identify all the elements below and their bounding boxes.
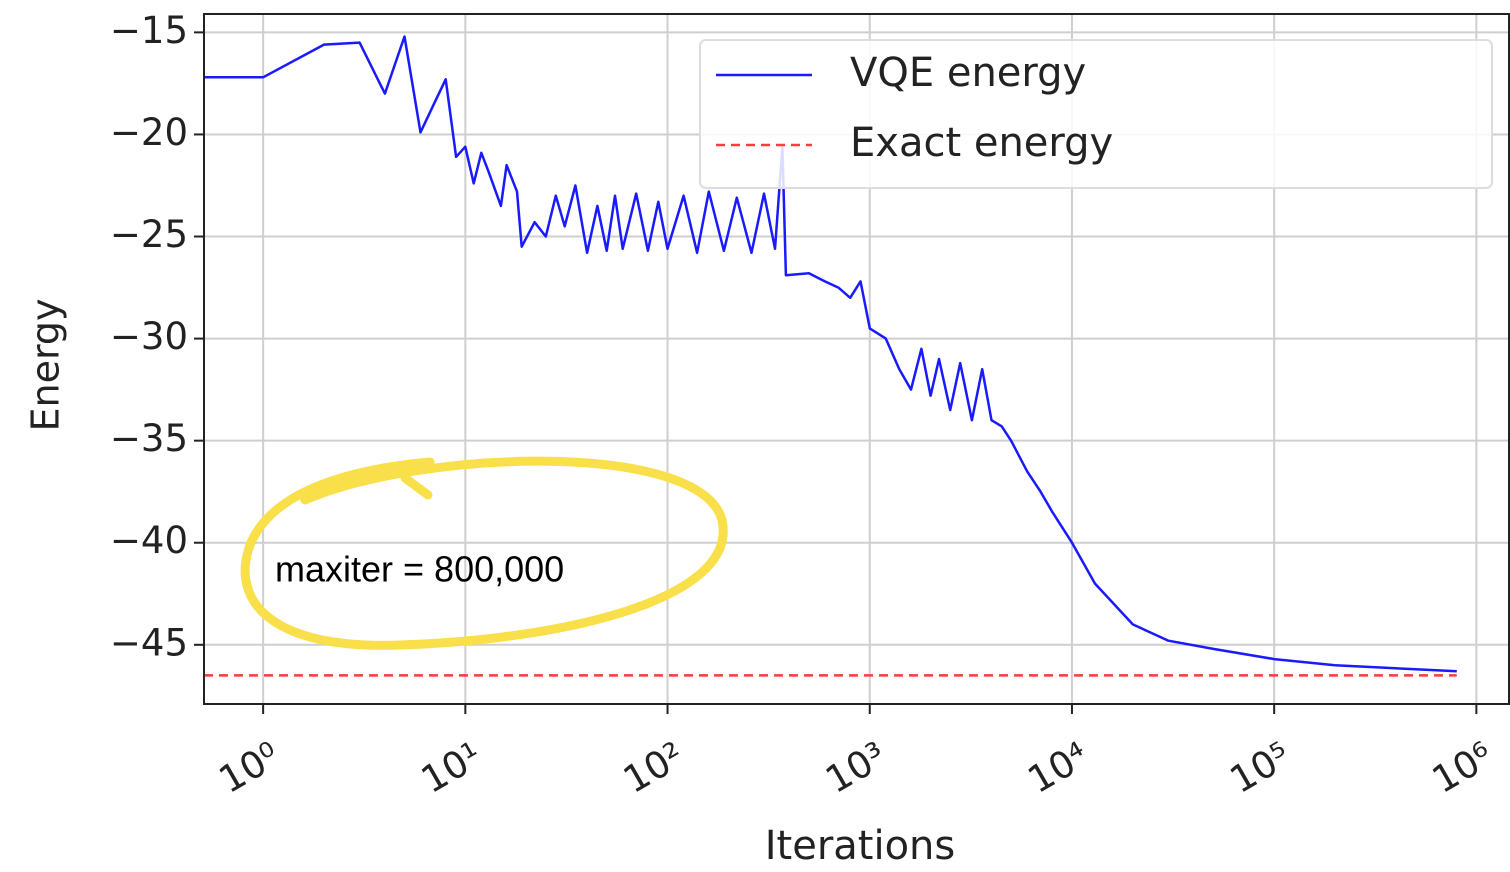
legend-label: Exact energy (850, 120, 1113, 166)
legend-label: VQE energy (850, 50, 1086, 96)
y-tick-label: −45 (110, 621, 188, 664)
annotation: maxiter = 800,000 (275, 549, 564, 590)
legend-box (699, 39, 1493, 189)
y-tick-label: −25 (110, 213, 188, 256)
highlight-stroke (400, 473, 433, 500)
x-tick-label: 10¹ (414, 734, 489, 802)
y-tick-label: −40 (110, 519, 188, 562)
highlight-circle (240, 456, 728, 650)
x-tick-label: 10⁴ (1021, 734, 1096, 802)
x-axis-label: Iterations (765, 823, 956, 869)
line-series (204, 35, 1457, 673)
y-tick-label: −30 (110, 315, 188, 358)
x-tick-label: 10⁶ (1425, 734, 1500, 802)
x-tick-label: 10³ (818, 734, 893, 802)
x-tick-label: 10² (616, 734, 691, 802)
y-axis-label: Energy (24, 298, 68, 431)
y-tick-label: −20 (110, 111, 188, 154)
y-tick-label: −15 (110, 9, 188, 52)
x-tick-label: 10⁰ (212, 734, 287, 802)
plot-frame (203, 13, 1510, 705)
y-tick-label: −35 (110, 417, 188, 460)
x-tick-label: 10⁵ (1223, 734, 1298, 802)
